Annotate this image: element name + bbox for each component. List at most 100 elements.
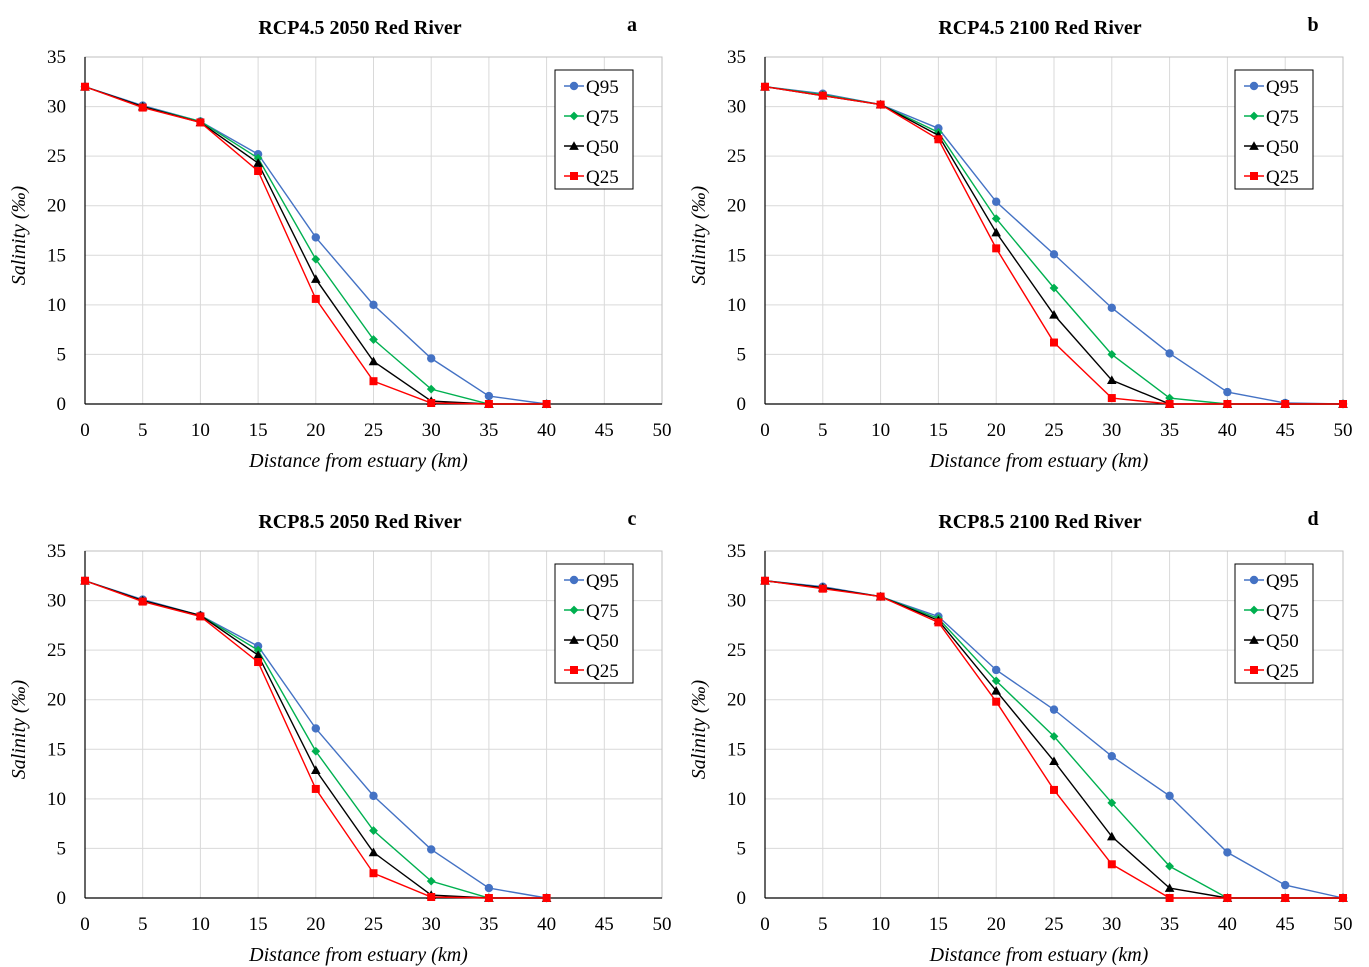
x-tick-label: 45 [595, 420, 614, 441]
x-tick-label: 15 [929, 914, 948, 935]
chart-title: RCP8.5 2100 Red River [938, 511, 1141, 533]
y-axis-title: Salinity (‰) [8, 679, 30, 779]
x-tick-label: 20 [987, 420, 1006, 441]
legend-marker-Q95 [569, 81, 579, 91]
data-point-Q95 [427, 845, 436, 854]
data-point-Q50 [368, 356, 379, 366]
y-tick-label: 20 [727, 196, 746, 217]
x-tick-label: 10 [191, 420, 210, 441]
y-tick-label: 25 [47, 146, 66, 167]
legend-marker-Q25 [570, 666, 578, 674]
data-point-Q25 [1050, 338, 1058, 347]
panel-letter: c [628, 508, 637, 530]
panel-letter: d [1307, 508, 1318, 530]
y-tick-label: 35 [47, 47, 66, 68]
data-point-Q95 [1165, 349, 1174, 358]
y-tick-label: 0 [737, 888, 747, 909]
x-tick-label: 15 [249, 914, 268, 935]
data-point-Q95 [1049, 250, 1059, 259]
data-point-Q95 [1223, 848, 1232, 857]
panel-letter: b [1307, 14, 1318, 36]
series-Q25 [81, 82, 551, 408]
data-point-Q25 [311, 784, 320, 793]
chart-panel-b: RCP4.5 2100 Red River b 0 5 10 15 20 25 30 35 40 45… [688, 14, 1353, 472]
x-tick-label: 5 [138, 914, 148, 935]
data-point-Q25 [934, 135, 943, 144]
data-point-Q95 [484, 883, 494, 893]
y-tick-label: 20 [47, 196, 66, 217]
legend-label: Q75 [1266, 601, 1299, 622]
data-point-Q25 [876, 592, 885, 601]
x-tick-label: 15 [249, 420, 268, 441]
x-tick-label: 0 [760, 420, 770, 441]
chart-title: RCP8.5 2050 Red River [258, 511, 461, 533]
data-point-Q25 [1281, 894, 1290, 902]
x-axis-title: Distance from estuary (km) [929, 944, 1149, 966]
data-point-Q50 [311, 765, 321, 774]
y-axis-title: Salinity (‰) [688, 185, 710, 285]
data-point-Q95 [369, 300, 378, 310]
legend-label: Q25 [1266, 167, 1299, 188]
data-point-Q25 [761, 82, 769, 91]
legend: Q95 Q75 Q50 Q25 [1234, 563, 1314, 684]
legend-label: Q25 [1266, 661, 1299, 682]
legend-label: Q50 [586, 631, 619, 652]
y-tick-label: 5 [57, 344, 67, 365]
x-axis-title: Distance from estuary (km) [248, 944, 468, 966]
y-tick-label: 35 [47, 541, 66, 562]
y-tick-label: 25 [47, 640, 66, 661]
data-point-Q25 [254, 658, 263, 667]
data-point-Q25 [427, 893, 436, 902]
data-point-Q25 [1223, 400, 1232, 408]
x-tick-label: 45 [595, 914, 614, 935]
chart-panel-c: RCP8.5 2050 Red River c 0 5 10 15 20 25 30 35 40 45… [8, 508, 672, 966]
x-tick-label: 25 [364, 914, 383, 935]
data-point-Q25 [934, 618, 943, 627]
data-point-Q25 [818, 584, 827, 593]
data-point-Q25 [484, 894, 493, 902]
legend: Q95 Q75 Q50 Q25 [554, 69, 634, 190]
data-point-Q25 [542, 400, 551, 408]
x-tick-label: 40 [1218, 914, 1237, 935]
y-tick-label: 35 [727, 541, 746, 562]
data-point-Q25 [138, 597, 147, 606]
data-point-Q75 [991, 214, 1001, 224]
x-tick-label: 5 [818, 914, 828, 935]
data-point-Q75 [1107, 350, 1117, 359]
data-point-Q95 [992, 665, 1001, 675]
y-tick-label: 30 [47, 591, 66, 612]
legend-box [554, 69, 634, 190]
x-axis-title: Distance from estuary (km) [929, 450, 1149, 472]
data-point-Q75 [426, 876, 436, 886]
y-tick-label: 5 [737, 838, 747, 859]
y-tick-label: 10 [727, 295, 746, 316]
legend-label: Q95 [1266, 77, 1299, 98]
panel-letter: a [627, 14, 637, 36]
data-point-Q25 [1281, 400, 1290, 408]
x-tick-label: 20 [306, 914, 325, 935]
data-point-Q25 [254, 167, 263, 176]
data-point-Q25 [1165, 894, 1174, 902]
x-tick-label: 15 [929, 420, 948, 441]
y-tick-label: 10 [727, 789, 746, 810]
x-tick-label: 35 [479, 914, 498, 935]
data-point-Q75 [311, 746, 321, 756]
y-axis-title: Salinity (‰) [8, 185, 30, 285]
data-point-Q75 [1049, 283, 1059, 293]
x-tick-label: 40 [1218, 420, 1237, 441]
x-tick-label: 30 [1102, 914, 1121, 935]
legend-marker-Q25 [570, 172, 578, 180]
legend-label: Q50 [586, 137, 619, 158]
data-point-Q50 [1107, 831, 1117, 841]
x-tick-label: 45 [1276, 914, 1295, 935]
data-point-Q95 [1165, 791, 1174, 801]
y-tick-label: 15 [727, 739, 746, 760]
data-point-Q95 [1223, 387, 1232, 397]
y-tick-label: 5 [737, 344, 747, 365]
data-point-Q50 [1049, 309, 1059, 319]
y-tick-label: 25 [727, 640, 746, 661]
series-Q25 [761, 576, 1347, 902]
data-point-Q75 [1165, 861, 1174, 871]
data-point-Q75 [1165, 393, 1174, 403]
legend-marker-Q50 [1249, 141, 1259, 150]
